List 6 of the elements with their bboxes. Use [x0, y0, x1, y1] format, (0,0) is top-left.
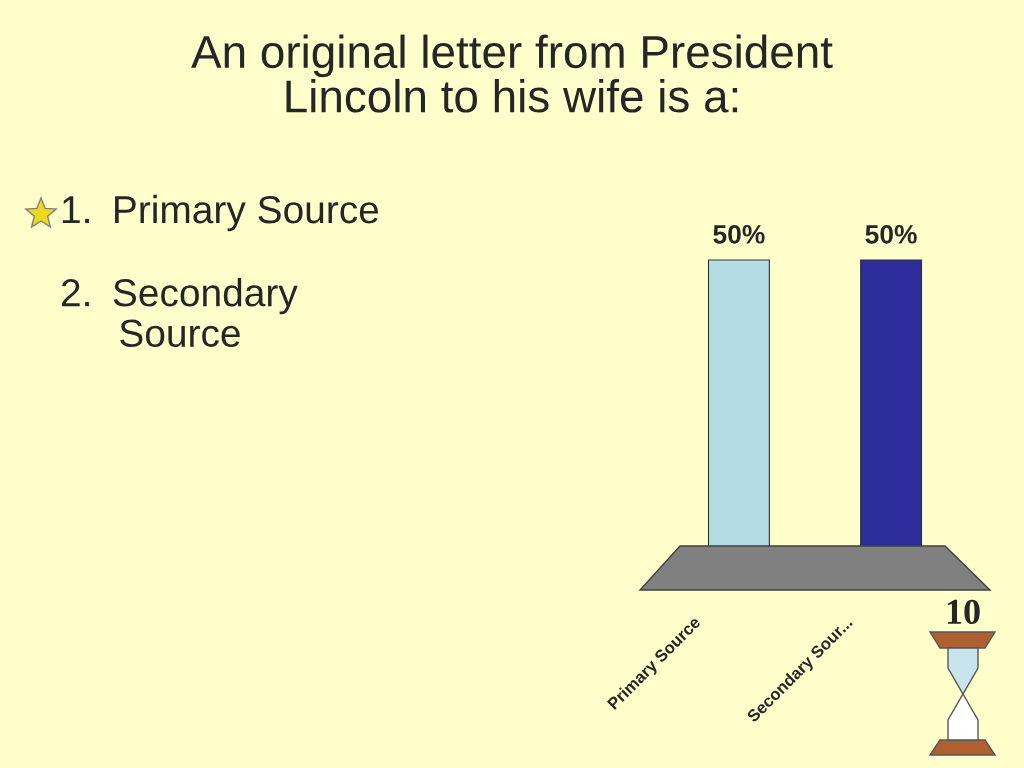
text: 2. Secondary Source [61, 278, 298, 348]
chart-title: An original letter from President Lincoln to his wife is a: [191, 34, 833, 113]
text: 10 [947, 599, 980, 625]
text: 1. Primary Source [62, 194, 379, 232]
data-label: 50% [713, 224, 765, 244]
data-label: 50% [865, 224, 917, 244]
